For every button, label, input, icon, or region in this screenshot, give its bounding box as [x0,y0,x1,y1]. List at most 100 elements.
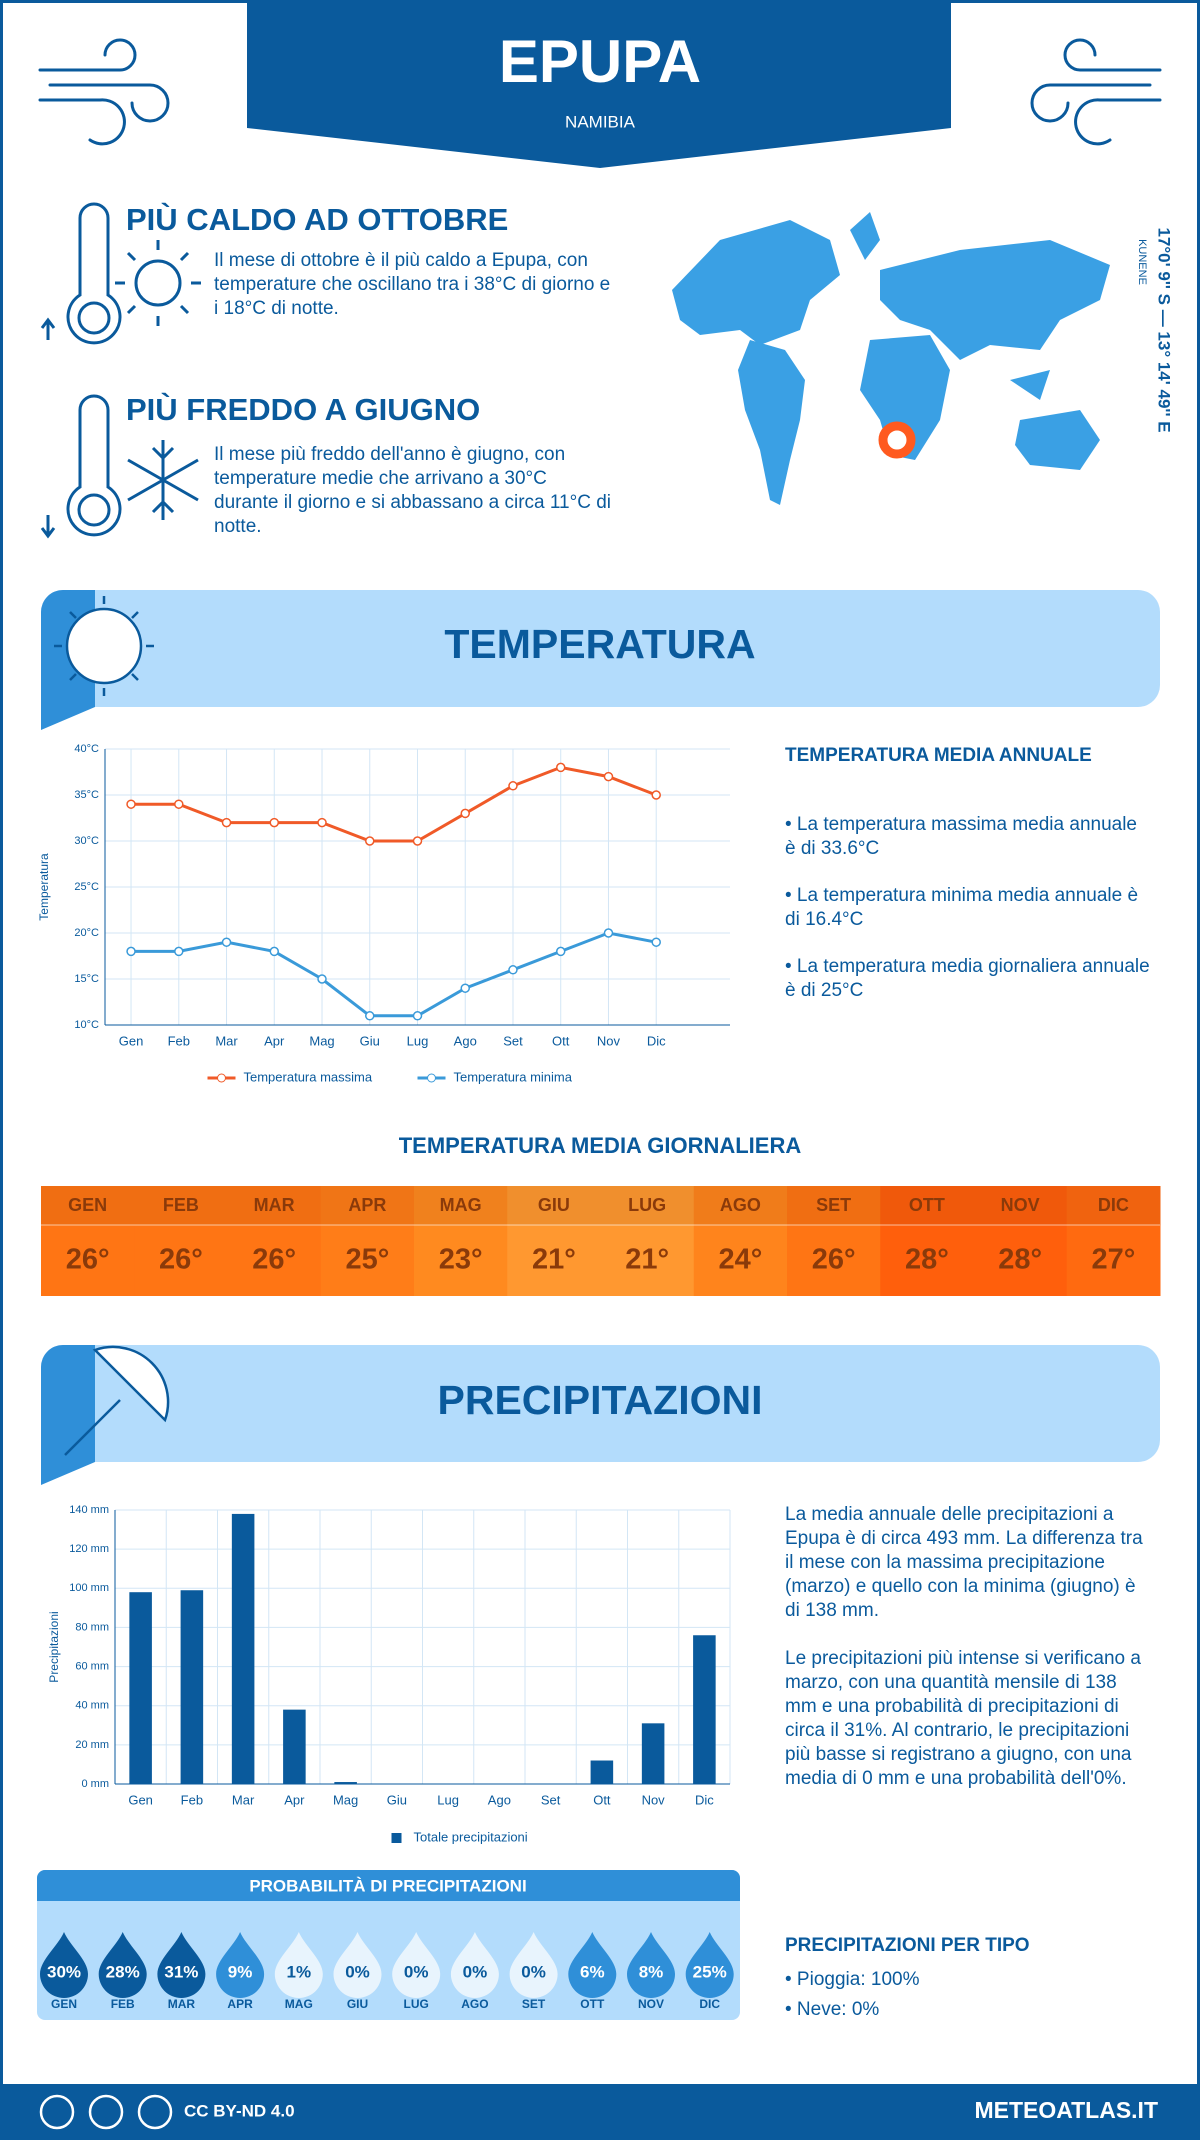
y-tick-label: 0 mm [82,1778,110,1790]
legend-label: Totale precipitazioni [414,1829,528,1844]
drop-month: MAR [168,1997,196,2011]
drop [157,1932,206,1998]
y-axis-label: Precipitazioni [47,1611,61,1682]
x-tick-label: Nov [642,1792,666,1807]
bar [334,1782,357,1784]
point [126,946,136,957]
header-banner [247,0,951,168]
table-value: 23° [439,1244,483,1276]
drop-value: 0% [345,1962,370,1981]
table-header-shade [600,1186,695,1225]
point [412,1011,423,1021]
drop-value: 0% [404,1962,429,1981]
table-month: FEB [163,1195,199,1215]
probability-header [37,1870,740,1901]
table-cell [600,1186,695,1296]
point [603,928,614,938]
point [365,1011,375,1021]
table-month: OTT [909,1195,945,1215]
type-item: • Pioggia: 100% [785,1969,920,1990]
table-cell [1066,1186,1161,1296]
drop-month: GEN [51,1997,77,2011]
x-tick-label: Feb [181,1792,203,1807]
table-header-shade [1066,1186,1161,1225]
point [412,836,423,846]
thermometer-icon [40,202,201,539]
y-tick-label: 80 mm [75,1621,109,1633]
point [651,790,661,800]
drop-value: 9% [228,1962,253,1981]
bar [283,1709,306,1784]
table-month: DIC [1098,1195,1129,1215]
section-title: TEMPERATURA [444,621,755,667]
x-tick-label: Mar [215,1033,238,1048]
drop [40,1932,88,1998]
point [221,817,232,828]
hottest-title: PIÙ CALDO AD OTTOBRE [126,202,509,237]
legend-label: Temperatura minima [454,1069,573,1084]
drop [392,1932,441,1998]
coordinates: 17°0' 9'' S — 13° 14' 49'' E [1155,227,1174,432]
table-cell [134,1186,228,1296]
x-tick-label: Apr [264,1033,285,1048]
table-cell [507,1186,601,1296]
table-header-shade [693,1186,788,1225]
table-month: MAR [254,1195,295,1215]
drop-month: AGO [461,1997,488,2011]
x-tick-label: Dic [695,1792,714,1807]
y-tick-label: 20 mm [75,1739,109,1751]
drop-value: 28% [106,1962,140,1981]
table-month: SET [816,1195,851,1215]
x-tick-label: Set [503,1033,523,1048]
precip-paragraph: La media annuale delle precipitazioni a … [785,1504,1143,1621]
drop-month: LUG [404,1997,429,2011]
table-cell [320,1186,415,1296]
drop-month: DIC [699,1997,720,2011]
table-value: 26° [159,1244,203,1276]
point [269,946,280,957]
x-tick-label: Mar [232,1792,255,1807]
table-title: TEMPERATURA MEDIA GIORNALIERA [399,1133,802,1158]
table-month: MAG [440,1195,482,1215]
coldest-title: PIÙ FREDDO A GIUGNO [126,392,481,427]
y-tick-label: 20°C [74,927,99,939]
table-header-shade [507,1186,601,1225]
drop-value: 6% [580,1962,605,1981]
hottest-text: Il mese di ottobre è il più caldo a Epup… [214,250,611,319]
table-value: 21° [532,1244,576,1276]
table-cell [973,1186,1068,1296]
drop-month: GIU [347,1997,368,2011]
probability-box [37,1870,740,2020]
y-tick-label: 15°C [74,973,99,985]
x-tick-label: Gen [119,1033,144,1048]
table-value: 26° [812,1244,856,1276]
point [508,781,518,791]
location-marker [878,421,916,459]
table-cell [414,1186,508,1296]
drop [509,1932,558,1998]
series-line [131,765,657,843]
x-tick-label: Lug [437,1792,459,1807]
y-tick-label: 60 mm [75,1660,109,1672]
drop-month: APR [227,1997,253,2011]
point [555,762,566,773]
type-title: PRECIPITAZIONI PER TIPO [785,1935,1030,1956]
point [317,817,327,828]
x-tick-label: Mag [309,1033,334,1048]
point [126,799,136,809]
x-tick-label: Nov [597,1033,621,1048]
table-value: 21° [625,1244,669,1276]
table-cell [693,1186,788,1296]
series-line [131,931,657,1018]
x-tick-label: Dic [647,1033,666,1048]
drop-month: FEB [111,1997,135,2011]
table-cell [41,1186,135,1296]
y-tick-label: 35°C [74,789,99,801]
table-value: 26° [66,1244,110,1276]
drop-value: 31% [164,1962,198,1981]
y-tick-label: 120 mm [69,1543,109,1555]
table-header-shade [320,1186,415,1225]
table-header-shade [414,1186,508,1225]
table-header-shade [134,1186,228,1225]
